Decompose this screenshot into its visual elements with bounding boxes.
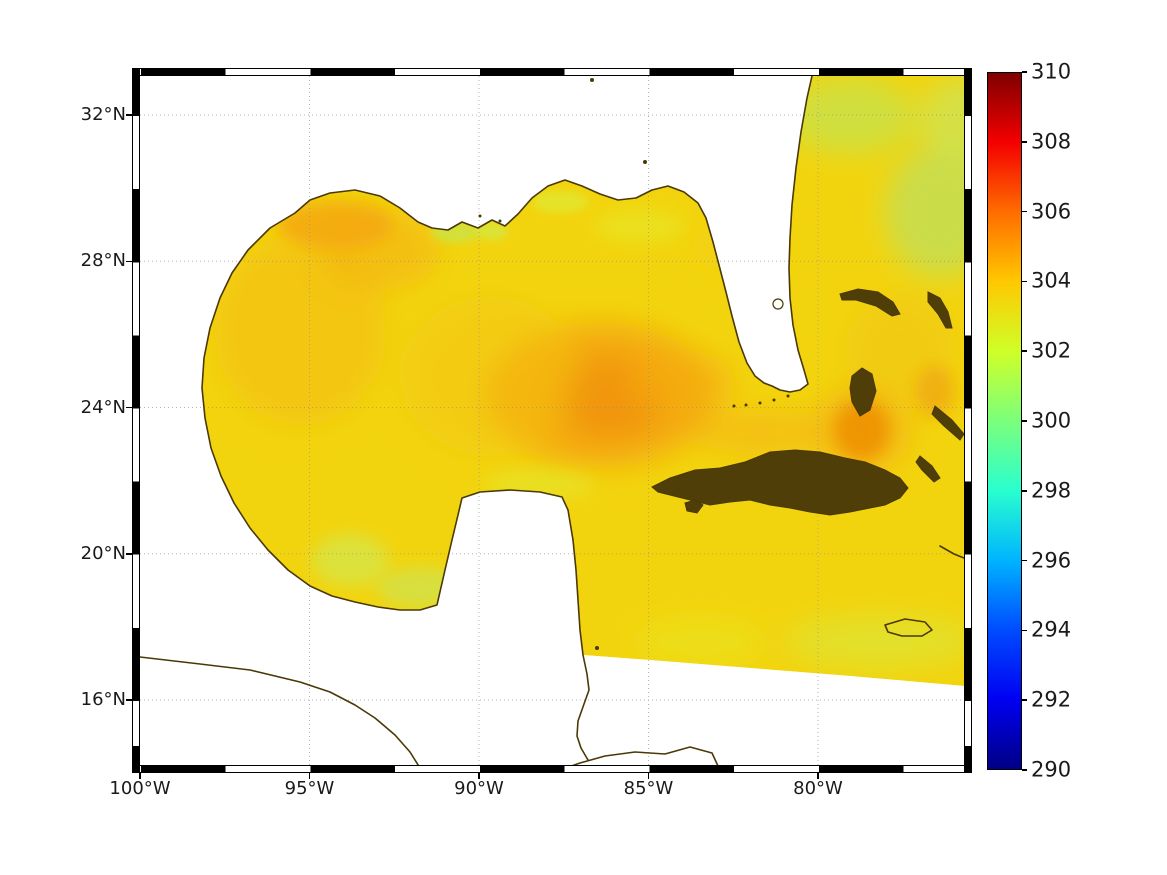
- islet-dot: [498, 219, 502, 223]
- x-tick-label-85w: 85°W: [623, 778, 674, 799]
- sst-blob: [215, 235, 385, 425]
- y-tick-label-28n: 28°N: [80, 250, 126, 272]
- x-tick-label-90w: 90°W: [454, 778, 504, 799]
- coastline: [571, 746, 719, 765]
- sst-blob: [885, 147, 964, 277]
- sst-blob: [476, 222, 508, 240]
- island: [927, 291, 953, 329]
- coastline: [140, 656, 420, 765]
- sst-blob: [485, 468, 595, 500]
- x-axis-tick: [478, 773, 480, 779]
- sst-blob: [625, 350, 735, 414]
- map-canvas: [140, 76, 964, 765]
- colorbar: [987, 72, 1022, 770]
- y-axis-tick: [126, 699, 132, 701]
- y-axis-tick: [126, 553, 132, 555]
- coastline: [884, 618, 933, 637]
- sst-field: [202, 76, 964, 686]
- frame-band-right: [964, 68, 972, 773]
- colorbar-tick: [1022, 141, 1027, 143]
- island: [931, 405, 964, 441]
- colorbar-tick: [1022, 769, 1027, 771]
- sst-blob: [695, 410, 825, 454]
- colorbar-tick: [1022, 490, 1027, 492]
- frame-band-left: [132, 68, 140, 773]
- colorbar-tick-label-300: 300: [1031, 408, 1072, 433]
- sst-blob: [312, 534, 388, 586]
- sst-blob: [431, 221, 479, 243]
- y-axis-tick: [126, 406, 132, 409]
- colorbar-tick: [1022, 629, 1027, 632]
- y-tick-label-32n: 32°N: [80, 104, 126, 125]
- colorbar-tick-label-292: 292: [1031, 687, 1072, 712]
- sst-blob: [400, 296, 580, 456]
- x-axis-tick: [139, 773, 141, 779]
- sst-blob: [919, 78, 964, 162]
- coastline: [939, 545, 964, 559]
- island: [839, 288, 901, 317]
- graticule: [140, 76, 964, 765]
- islet-dot: [744, 403, 748, 407]
- x-axis-tick: [817, 773, 819, 779]
- x-tick-label-95w: 95°W: [284, 778, 335, 799]
- colorbar-tick: [1022, 699, 1027, 701]
- frame-band-bottom: [132, 765, 972, 773]
- colorbar-tick-label-294: 294: [1031, 617, 1072, 642]
- island: [849, 367, 877, 417]
- x-axis-tick: [647, 773, 650, 779]
- y-tick-label-16n: 16°N: [80, 689, 126, 710]
- colorbar-tick-label-310: 310: [1031, 59, 1072, 84]
- colorbar-tick: [1022, 420, 1027, 422]
- colorbar-tick-label-298: 298: [1031, 478, 1072, 503]
- island: [915, 455, 941, 483]
- y-axis-tick: [126, 260, 132, 263]
- colorbar-tick: [1022, 210, 1027, 213]
- islet-dot: [643, 160, 647, 164]
- sst-blob: [377, 568, 467, 608]
- colorbar-tick: [1022, 71, 1027, 73]
- lake-okeechobee: [772, 298, 784, 310]
- frame-band-top: [132, 68, 972, 76]
- islet-dot: [758, 401, 762, 405]
- x-tick-label-80w: 80°W: [793, 778, 843, 799]
- x-axis-tick: [308, 773, 311, 779]
- map-plot: [140, 76, 964, 765]
- sst-blob: [635, 620, 765, 664]
- islet-dot: [732, 404, 736, 408]
- islet-dot: [595, 646, 599, 650]
- islet-dot: [478, 214, 482, 218]
- y-tick-label-20n: 20°N: [80, 542, 126, 564]
- sst-blob: [532, 191, 588, 213]
- colorbar-tick: [1022, 350, 1027, 352]
- colorbar-tick-label-302: 302: [1031, 338, 1072, 363]
- colorbar-tick: [1022, 559, 1027, 562]
- colorbar-tick-label-304: 304: [1031, 268, 1072, 293]
- islet-dot: [590, 78, 594, 82]
- y-tick-label-24n: 24°N: [80, 396, 126, 418]
- sst-blob: [834, 400, 890, 460]
- colorbar-tick-label-308: 308: [1031, 129, 1072, 154]
- sst-blob: [595, 210, 685, 242]
- sst-blob: [915, 366, 955, 418]
- coastline: [201, 76, 813, 761]
- y-axis-tick: [126, 114, 132, 116]
- colorbar-tick-label-306: 306: [1031, 199, 1072, 224]
- island: [651, 449, 909, 516]
- islet-dot: [772, 398, 776, 402]
- sst-blob: [785, 616, 964, 668]
- colorbar-tick: [1022, 280, 1027, 283]
- colorbar-tick-label-296: 296: [1031, 548, 1072, 573]
- islet-dot: [786, 394, 790, 398]
- x-tick-label-100w: 100°W: [109, 778, 171, 799]
- island: [684, 499, 704, 514]
- sst-blob: [690, 221, 790, 271]
- colorbar-tick-label-290: 290: [1031, 757, 1072, 782]
- sst-blob: [277, 201, 393, 249]
